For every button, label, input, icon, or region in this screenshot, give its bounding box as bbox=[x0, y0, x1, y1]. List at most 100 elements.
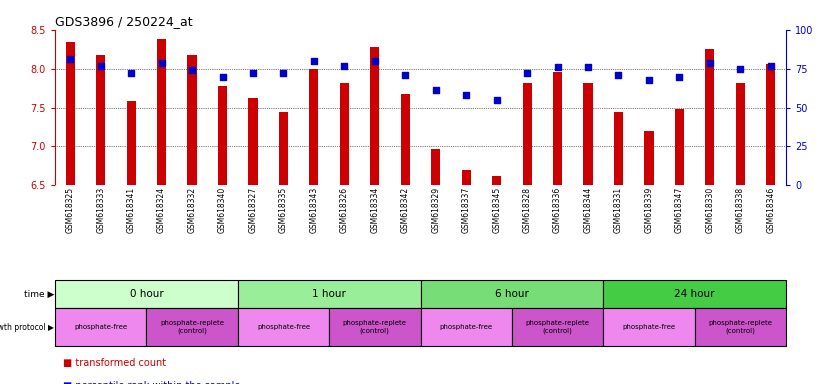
Text: phosphate-free: phosphate-free bbox=[74, 324, 127, 330]
Point bbox=[642, 76, 655, 83]
Bar bbox=[614, 112, 623, 185]
Text: ■ percentile rank within the sample: ■ percentile rank within the sample bbox=[63, 381, 241, 384]
Bar bbox=[238, 308, 329, 346]
Point bbox=[429, 88, 443, 94]
Bar bbox=[695, 308, 786, 346]
Bar bbox=[146, 308, 238, 346]
Text: 0 hour: 0 hour bbox=[130, 289, 163, 299]
Text: GSM618331: GSM618331 bbox=[614, 187, 623, 233]
Point bbox=[551, 64, 564, 70]
Bar bbox=[218, 86, 227, 185]
Text: GSM618338: GSM618338 bbox=[736, 187, 745, 233]
Text: growth protocol ▶: growth protocol ▶ bbox=[0, 323, 54, 331]
Point bbox=[337, 63, 351, 69]
Text: GSM618326: GSM618326 bbox=[340, 187, 349, 233]
Bar bbox=[187, 55, 197, 185]
Text: GSM618339: GSM618339 bbox=[644, 187, 654, 233]
Bar bbox=[511, 308, 603, 346]
Bar bbox=[340, 83, 349, 185]
Point bbox=[369, 58, 382, 64]
Text: GSM618345: GSM618345 bbox=[492, 187, 501, 233]
Bar bbox=[329, 308, 420, 346]
Point bbox=[612, 72, 625, 78]
Text: phosphate-replete
(control): phosphate-replete (control) bbox=[525, 320, 589, 334]
Point bbox=[155, 60, 168, 66]
Text: GSM618342: GSM618342 bbox=[401, 187, 410, 233]
Bar bbox=[553, 72, 562, 185]
Point bbox=[734, 66, 747, 72]
Text: GSM618341: GSM618341 bbox=[126, 187, 135, 233]
Text: GSM618344: GSM618344 bbox=[584, 187, 593, 233]
Point bbox=[64, 56, 77, 63]
Bar bbox=[420, 308, 511, 346]
Bar bbox=[157, 39, 166, 185]
Bar bbox=[584, 83, 593, 185]
Bar bbox=[249, 98, 258, 185]
Point bbox=[307, 58, 320, 64]
Text: GSM618346: GSM618346 bbox=[766, 187, 775, 233]
Bar bbox=[66, 41, 75, 185]
Point bbox=[490, 97, 503, 103]
Bar bbox=[279, 112, 288, 185]
Text: GSM618334: GSM618334 bbox=[370, 187, 379, 233]
Text: phosphate-replete
(control): phosphate-replete (control) bbox=[160, 320, 224, 334]
Bar bbox=[766, 64, 775, 185]
Point bbox=[277, 70, 290, 76]
Text: GDS3896 / 250224_at: GDS3896 / 250224_at bbox=[55, 15, 193, 28]
Text: GSM618336: GSM618336 bbox=[553, 187, 562, 233]
Text: time ▶: time ▶ bbox=[24, 290, 54, 298]
Point bbox=[186, 67, 199, 73]
Text: phosphate-free: phosphate-free bbox=[439, 324, 493, 330]
Point bbox=[673, 73, 686, 79]
Bar bbox=[401, 94, 410, 185]
Bar bbox=[492, 176, 501, 185]
Text: GSM618335: GSM618335 bbox=[279, 187, 288, 233]
Bar bbox=[644, 131, 654, 185]
Text: 1 hour: 1 hour bbox=[312, 289, 346, 299]
Point bbox=[764, 63, 777, 69]
Bar bbox=[126, 101, 135, 185]
Bar bbox=[736, 83, 745, 185]
Point bbox=[399, 72, 412, 78]
Bar bbox=[310, 69, 319, 185]
Bar bbox=[603, 308, 695, 346]
Point bbox=[460, 92, 473, 98]
Text: GSM618337: GSM618337 bbox=[461, 187, 470, 233]
Text: ■ transformed count: ■ transformed count bbox=[63, 358, 167, 367]
Text: phosphate-free: phosphate-free bbox=[622, 324, 676, 330]
Bar bbox=[55, 280, 238, 308]
Text: phosphate-replete
(control): phosphate-replete (control) bbox=[709, 320, 773, 334]
Text: GSM618347: GSM618347 bbox=[675, 187, 684, 233]
Point bbox=[704, 60, 717, 66]
Text: phosphate-free: phosphate-free bbox=[257, 324, 310, 330]
Bar bbox=[420, 280, 603, 308]
Point bbox=[581, 64, 594, 70]
Bar bbox=[96, 55, 105, 185]
Text: GSM618330: GSM618330 bbox=[705, 187, 714, 233]
Text: 24 hour: 24 hour bbox=[674, 289, 715, 299]
Bar bbox=[522, 83, 532, 185]
Text: 6 hour: 6 hour bbox=[495, 289, 529, 299]
Text: GSM618329: GSM618329 bbox=[431, 187, 440, 233]
Bar bbox=[461, 169, 470, 185]
Bar bbox=[675, 109, 684, 185]
Bar bbox=[603, 280, 786, 308]
Text: GSM618343: GSM618343 bbox=[310, 187, 319, 233]
Bar bbox=[431, 149, 440, 185]
Bar bbox=[55, 308, 146, 346]
Text: GSM618333: GSM618333 bbox=[96, 187, 105, 233]
Bar bbox=[238, 280, 420, 308]
Text: phosphate-replete
(control): phosphate-replete (control) bbox=[343, 320, 407, 334]
Text: GSM618327: GSM618327 bbox=[249, 187, 258, 233]
Text: GSM618325: GSM618325 bbox=[66, 187, 75, 233]
Point bbox=[125, 70, 138, 76]
Text: GSM618340: GSM618340 bbox=[218, 187, 227, 233]
Text: GSM618328: GSM618328 bbox=[523, 187, 532, 233]
Point bbox=[216, 73, 229, 79]
Text: GSM618324: GSM618324 bbox=[157, 187, 166, 233]
Point bbox=[94, 63, 108, 69]
Point bbox=[521, 70, 534, 76]
Bar bbox=[370, 47, 379, 185]
Text: GSM618332: GSM618332 bbox=[187, 187, 196, 233]
Point bbox=[246, 70, 259, 76]
